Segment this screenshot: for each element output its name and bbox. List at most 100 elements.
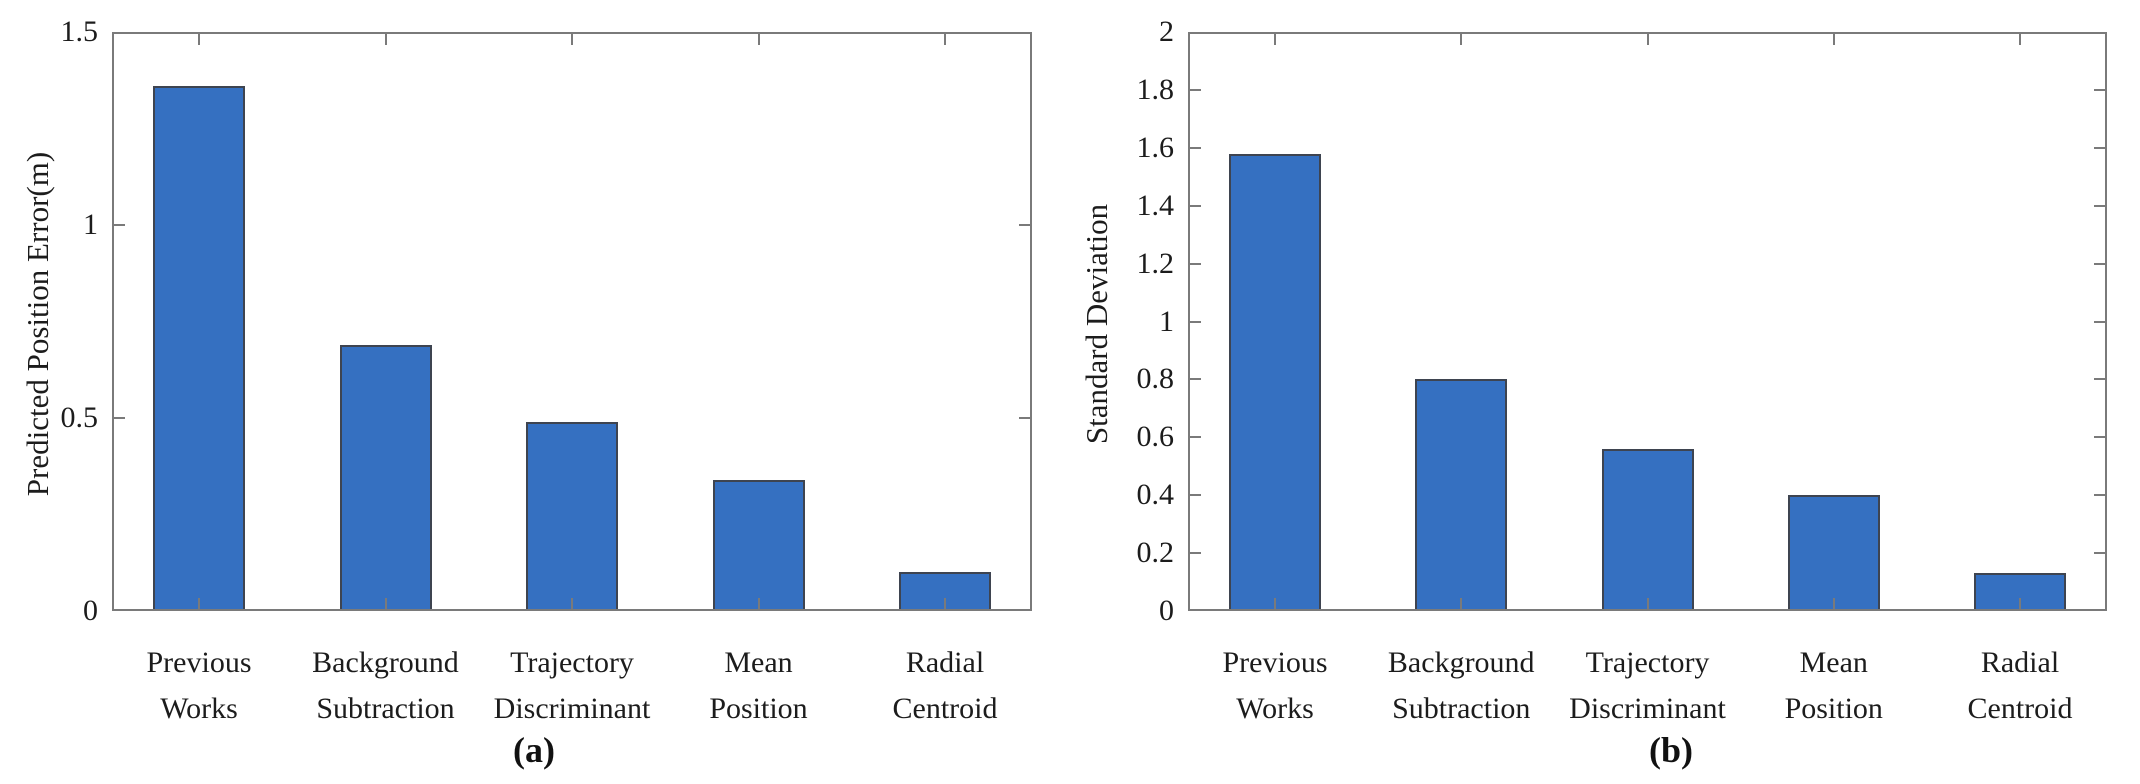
x-tick-label-line: Background <box>312 646 459 679</box>
x-tick-label-line: Centroid <box>892 692 998 725</box>
x-tick-label-line: Position <box>1784 692 1883 725</box>
x-tick-mark <box>1832 598 1835 611</box>
x-tick-mark <box>944 598 946 611</box>
x-tick-label-trajectory-discriminant: Trajectory Discriminant <box>1523 640 1773 732</box>
x-tick-mark-top <box>384 32 387 45</box>
y-tick-mark <box>1188 436 1201 439</box>
x-tick-mark-top <box>2019 32 2021 45</box>
x-tick-label-line: Radial <box>905 646 985 679</box>
y-tick-label: 0.4 <box>1136 478 1175 512</box>
y-tick-label: 1 <box>1159 304 1174 338</box>
y-tick-mark-right <box>2094 204 2107 207</box>
y-tick-mark <box>1188 320 1201 323</box>
chart-panel-b: Standard Deviation (b) 0 0.2 0.4 0.6 0.8 1 1.2… <box>1070 0 2140 784</box>
bar-trajectory-discriminant <box>526 421 618 611</box>
x-tick-label-line: Subtraction <box>1392 692 1531 725</box>
x-tick-label-line: Trajectory <box>1585 646 1710 679</box>
bar-background-subtraction <box>1415 379 1508 611</box>
y-tick-mark-right <box>2094 378 2107 381</box>
y-tick-label: 1.5 <box>60 15 99 48</box>
x-tick-label-radial-centroid: Radial Centroid <box>820 640 1070 732</box>
x-tick-label-mean-position: Mean Position <box>634 640 884 732</box>
x-tick-label-line: Trajectory <box>510 646 634 679</box>
bar-mean-position <box>712 479 805 611</box>
bar-previous-works <box>1229 153 1321 611</box>
y-tick-mark-right <box>2094 320 2107 323</box>
bar-trajectory-discriminant <box>1601 448 1694 611</box>
x-tick-label-line: Discriminant <box>1569 692 1726 725</box>
x-tick-mark-top <box>944 32 946 45</box>
y-tick-mark-right <box>1019 417 1032 419</box>
y-tick-mark <box>1188 88 1201 91</box>
caption-b: (b) <box>1649 730 1693 770</box>
x-tick-label-previous-works: Previous Works <box>1150 640 1400 732</box>
x-tick-mark-top <box>571 32 573 45</box>
y-tick-label: 1.2 <box>1136 246 1175 280</box>
y-tick-mark <box>112 417 125 419</box>
x-tick-mark <box>1460 598 1463 611</box>
y-axis-label-a: Predicted Position Error(m) <box>20 151 55 497</box>
x-tick-mark <box>757 598 760 611</box>
x-tick-label-background-subtraction: Background Subtraction <box>1336 640 1586 732</box>
y-tick-mark <box>1188 146 1201 149</box>
x-tick-mark-top <box>1460 32 1463 45</box>
x-tick-mark-top <box>1832 32 1835 45</box>
x-tick-label-line: Position <box>709 692 808 725</box>
y-tick-mark-right <box>2094 552 2107 555</box>
y-tick-mark-right <box>2094 88 2107 91</box>
x-tick-label-line: Centroid <box>1967 692 2073 725</box>
x-tick-label-trajectory-discriminant: Trajectory Discriminant <box>447 640 697 732</box>
x-tick-label-line: Previous <box>146 646 252 679</box>
x-tick-label-line: Works <box>1236 692 1314 725</box>
y-tick-label: 1.4 <box>1136 188 1175 222</box>
y-tick-label: 0.2 <box>1136 536 1175 570</box>
y-tick-label: 0 <box>1159 594 1174 627</box>
x-tick-label-line: Subtraction <box>316 692 455 725</box>
x-tick-label-background-subtraction: Background Subtraction <box>261 640 511 732</box>
y-tick-mark <box>1188 494 1201 497</box>
y-tick-label: 0.8 <box>1136 362 1175 396</box>
x-tick-label-previous-works: Previous Works <box>74 640 324 732</box>
y-tick-mark-right <box>2094 436 2107 439</box>
x-tick-label-radial-centroid: Radial Centroid <box>1895 640 2140 732</box>
y-tick-mark <box>112 224 125 226</box>
x-tick-label-line: Previous <box>1222 646 1328 679</box>
x-tick-label-line: Radial <box>1980 646 2060 679</box>
x-tick-mark <box>1646 598 1649 611</box>
x-tick-mark <box>1274 598 1276 611</box>
x-tick-label-mean-position: Mean Position <box>1709 640 1959 732</box>
y-tick-mark <box>1188 552 1201 555</box>
y-tick-label: 0.5 <box>60 401 99 434</box>
y-tick-mark-right <box>2094 494 2107 497</box>
y-tick-label: 1 <box>83 208 98 241</box>
bar-background-subtraction <box>339 344 432 611</box>
x-tick-label-line: Works <box>160 692 238 725</box>
y-tick-mark-right <box>2094 262 2107 265</box>
x-tick-label-line: Background <box>1387 646 1535 679</box>
caption-a: (a) <box>513 730 555 770</box>
bar-mean-position <box>1787 495 1880 611</box>
y-tick-label: 1.8 <box>1136 72 1175 106</box>
x-tick-mark-top <box>1646 32 1649 45</box>
x-tick-mark <box>198 598 200 611</box>
x-tick-label-line: Mean <box>1799 646 1868 679</box>
x-tick-mark-top <box>198 32 200 45</box>
x-tick-mark-top <box>1274 32 1276 45</box>
y-tick-mark <box>1188 378 1201 381</box>
y-tick-label: 0 <box>83 594 98 627</box>
x-tick-mark <box>384 598 387 611</box>
y-tick-mark-right <box>2094 146 2107 149</box>
x-tick-label-line: Discriminant <box>493 692 651 725</box>
y-tick-label: 2 <box>1159 15 1174 48</box>
x-tick-mark-top <box>757 32 760 45</box>
chart-panel-a: Predicted Position Error(m) (a) 0 0.5 1 1.5… <box>20 15 1070 770</box>
x-tick-label-line: Mean <box>724 646 793 679</box>
y-tick-mark <box>1188 262 1201 265</box>
y-tick-label: 0.6 <box>1136 420 1175 454</box>
x-tick-mark <box>2019 598 2021 611</box>
x-tick-mark <box>571 598 573 611</box>
y-tick-label: 1.6 <box>1136 130 1175 164</box>
y-tick-mark-right <box>1019 224 1032 226</box>
bar-previous-works <box>153 86 245 611</box>
